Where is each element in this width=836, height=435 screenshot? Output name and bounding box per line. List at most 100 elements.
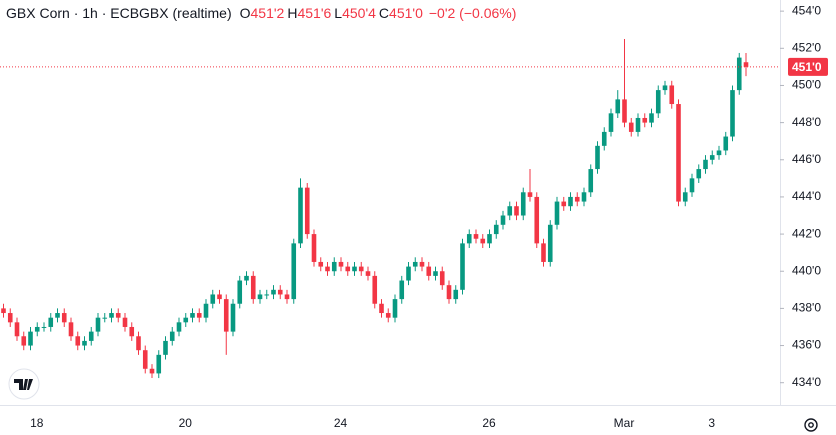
candle-body <box>264 294 270 296</box>
candle-body <box>628 122 634 132</box>
candle-body <box>743 62 749 67</box>
candle-body <box>82 340 87 346</box>
candle-body <box>581 192 587 202</box>
candle-body <box>527 192 533 197</box>
candle-body <box>142 350 148 369</box>
candle-body <box>689 178 695 193</box>
candle-body <box>608 113 614 132</box>
candle-body <box>75 336 81 346</box>
candle-body <box>149 368 155 374</box>
candle-body <box>446 285 452 300</box>
candle-body <box>109 313 114 318</box>
candle-body <box>95 317 101 332</box>
candle-body <box>352 266 357 272</box>
candle-body <box>210 294 216 304</box>
y-tick-label: 446'0 <box>792 152 821 166</box>
candle-body <box>574 196 580 202</box>
candle-body <box>48 317 54 327</box>
tv-logo <box>8 368 40 400</box>
y-tick-label: 448'0 <box>792 115 821 129</box>
field-key: C <box>378 5 390 21</box>
candle-body <box>338 261 344 267</box>
candle-body <box>379 303 384 314</box>
candle-body <box>88 331 94 341</box>
candle-body <box>514 206 519 216</box>
candle-body <box>723 136 729 151</box>
candle-body <box>41 326 47 328</box>
y-tick-label: 440'0 <box>792 263 821 277</box>
candle-body <box>500 215 506 225</box>
candle-body <box>102 317 108 319</box>
candle-body <box>21 336 27 346</box>
candle-body <box>487 234 492 244</box>
candle-body <box>257 294 263 300</box>
candle-body <box>635 117 641 132</box>
candle-body <box>129 326 135 337</box>
x-tick-label: 3 <box>708 416 715 430</box>
candle-body <box>676 104 681 202</box>
field-key: H <box>287 5 298 21</box>
y-tick-label: 454'0 <box>792 3 821 17</box>
candle-body <box>183 317 189 323</box>
last-price-label: 451'0 <box>792 60 822 74</box>
x-tick-label: 18 <box>30 416 44 430</box>
candle-body <box>736 57 742 91</box>
candle-body <box>601 131 607 146</box>
candle-body <box>230 303 236 332</box>
settings-icon[interactable] <box>804 418 818 432</box>
candle-body <box>345 266 351 272</box>
candle-body <box>419 261 425 267</box>
candle-body <box>372 275 378 304</box>
candle-body <box>385 313 391 318</box>
y-tick-label: 438'0 <box>792 301 821 315</box>
candle-body <box>716 150 722 156</box>
candle-body <box>115 313 121 318</box>
y-tick-label: 452'0 <box>792 40 821 54</box>
candle-body <box>426 266 432 276</box>
candle-body <box>331 261 337 272</box>
x-tick-label: 24 <box>334 416 348 430</box>
candle-body <box>304 187 310 235</box>
candle-body <box>662 85 668 91</box>
candle-body <box>250 275 256 300</box>
field-key: O <box>239 5 251 21</box>
candle-body <box>642 117 648 123</box>
candle-body <box>61 313 67 323</box>
candle-body <box>466 234 472 244</box>
change: −0'2 (−0.06%) <box>428 5 517 21</box>
candle-body <box>588 169 594 193</box>
candle-body <box>291 243 297 300</box>
candle-body <box>615 99 621 114</box>
y-tick-label: 436'0 <box>792 338 821 352</box>
candle-body <box>568 196 573 207</box>
y-tick-label: 444'0 <box>792 189 821 203</box>
candle-body <box>439 271 445 286</box>
candle-body <box>237 280 243 304</box>
field-value: 451'6 <box>297 5 332 21</box>
candle-body <box>473 234 479 239</box>
candle-body <box>507 206 513 216</box>
candle-body <box>554 201 560 225</box>
candle-body <box>649 113 654 123</box>
candle-body <box>709 155 715 160</box>
candle-body <box>136 336 141 351</box>
field-key: L <box>334 5 343 21</box>
candle-body <box>7 313 13 323</box>
x-tick-label: 20 <box>179 416 193 430</box>
candle-body <box>696 169 702 179</box>
candle-body <box>223 299 229 332</box>
legend: GBX Corn · 1h · ECBGBX (realtime) O451'2 H… <box>6 5 519 21</box>
candle-body <box>534 196 540 244</box>
candle-body <box>399 280 405 300</box>
candle-body <box>520 192 526 216</box>
candle-body <box>298 187 303 244</box>
candle-body <box>156 354 162 374</box>
candle-body <box>14 322 20 337</box>
candle-body <box>217 294 222 300</box>
candle-body <box>1 308 6 314</box>
x-tick-label: Mar <box>614 416 635 430</box>
candle-body <box>196 313 202 318</box>
candle-body <box>541 243 546 262</box>
candle-body <box>412 261 418 267</box>
